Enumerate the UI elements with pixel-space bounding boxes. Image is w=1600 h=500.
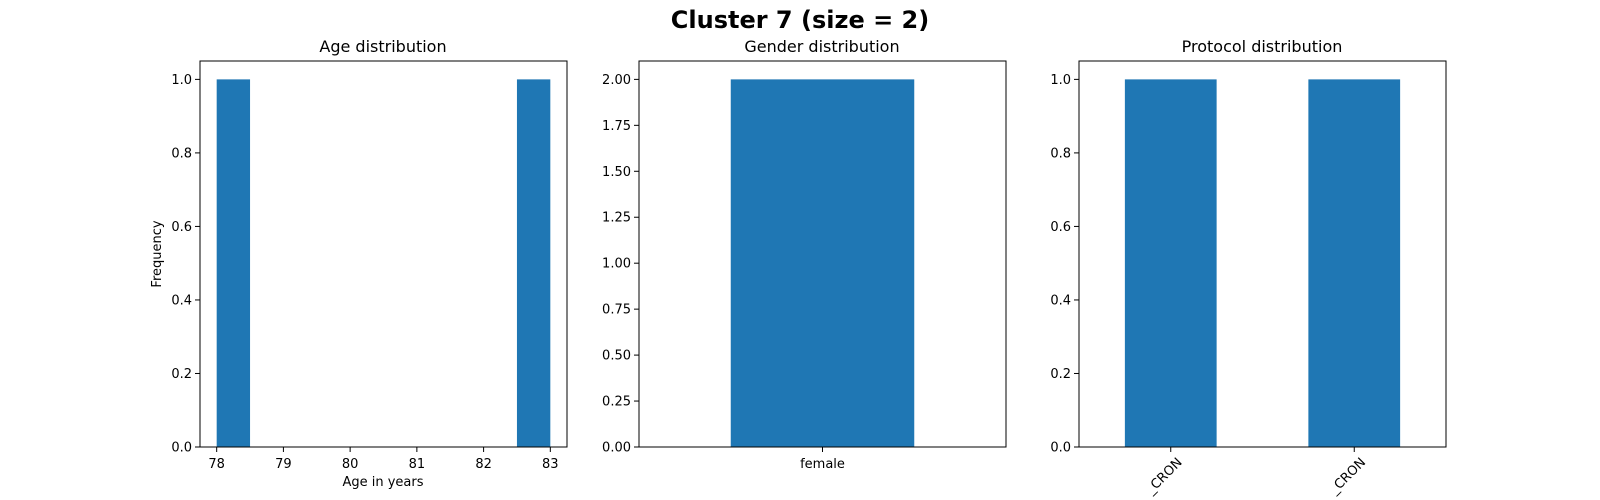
age-x-axis-label: Age in years (342, 475, 423, 490)
protocol-x-tick-label: _CRON (1326, 455, 1369, 498)
gender-y-tick-label: 2.00 (602, 73, 631, 88)
protocol-bar (1125, 79, 1217, 447)
protocol-distribution-chart: Protocol distribution 0.0 0.2 0.4 0.6 0.8 1.0… (1050, 37, 1446, 498)
protocol-y-tick-label: 0.4 (1050, 293, 1071, 308)
age-x-tick-label: 82 (475, 457, 492, 472)
protocol-chart-title: Protocol distribution (1182, 37, 1343, 56)
gender-y-ticks: 0.00 0.25 0.50 0.75 1.00 1.25 1.50 1.75 2.00 (602, 73, 639, 456)
gender-bars (731, 79, 915, 447)
figure-title: Cluster 7 (size = 2) (671, 6, 929, 34)
age-y-tick-label: 0.2 (171, 367, 192, 382)
gender-y-tick-label: 0.25 (602, 395, 631, 410)
age-y-tick-label: 1.0 (171, 73, 192, 88)
protocol-y-tick-label: 0.0 (1050, 441, 1071, 456)
gender-y-tick-label: 0.75 (602, 303, 631, 318)
protocol-y-ticks: 0.0 0.2 0.4 0.6 0.8 1.0 (1050, 73, 1079, 456)
protocol-y-tick-label: 0.6 (1050, 220, 1071, 235)
gender-y-tick-label: 0.50 (602, 349, 631, 364)
age-x-tick-label: 80 (342, 457, 359, 472)
protocol-bars (1125, 79, 1400, 447)
age-y-tick-label: 0.0 (171, 441, 192, 456)
age-plot-frame (200, 61, 567, 447)
gender-y-tick-label: 1.25 (602, 211, 631, 226)
age-chart-title: Age distribution (319, 37, 446, 56)
protocol-y-tick-label: 0.8 (1050, 146, 1071, 161)
gender-x-ticks: female (800, 447, 845, 472)
age-y-tick-label: 0.6 (171, 220, 192, 235)
age-x-tick-label: 79 (275, 457, 292, 472)
gender-chart-title: Gender distribution (744, 37, 899, 56)
age-y-tick-label: 0.4 (171, 293, 192, 308)
protocol-y-tick-label: 1.0 (1050, 73, 1071, 88)
age-bar (217, 79, 250, 447)
protocol-x-tick-label: _CRON (1143, 455, 1186, 498)
gender-bar (731, 79, 915, 447)
protocol-y-tick-label: 0.2 (1050, 367, 1071, 382)
age-x-tick-label: 81 (409, 457, 426, 472)
protocol-bar (1308, 79, 1400, 447)
age-bar (517, 79, 550, 447)
age-y-tick-label: 0.8 (171, 146, 192, 161)
age-bars (217, 79, 551, 447)
gender-y-tick-label: 1.75 (602, 119, 631, 134)
gender-y-tick-label: 0.00 (602, 441, 631, 456)
age-y-ticks: 0.0 0.2 0.4 0.6 0.8 1.0 (171, 73, 200, 456)
gender-y-tick-label: 1.50 (602, 165, 631, 180)
age-x-ticks: 78 79 80 81 82 83 (208, 447, 558, 472)
gender-x-tick-label: female (800, 457, 845, 472)
protocol-x-ticks: _CRON _CRON (1143, 447, 1369, 498)
age-distribution-chart: Age distribution 0.0 0.2 0.4 0.6 0.8 1.0 78 79… (150, 37, 567, 490)
age-x-tick-label: 83 (542, 457, 559, 472)
age-y-axis-label: Frequency (150, 220, 165, 287)
gender-distribution-chart: Gender distribution 0.00 0.25 0.50 0.75 1.00… (602, 37, 1006, 472)
gender-y-tick-label: 1.00 (602, 257, 631, 272)
age-x-tick-label: 78 (208, 457, 225, 472)
